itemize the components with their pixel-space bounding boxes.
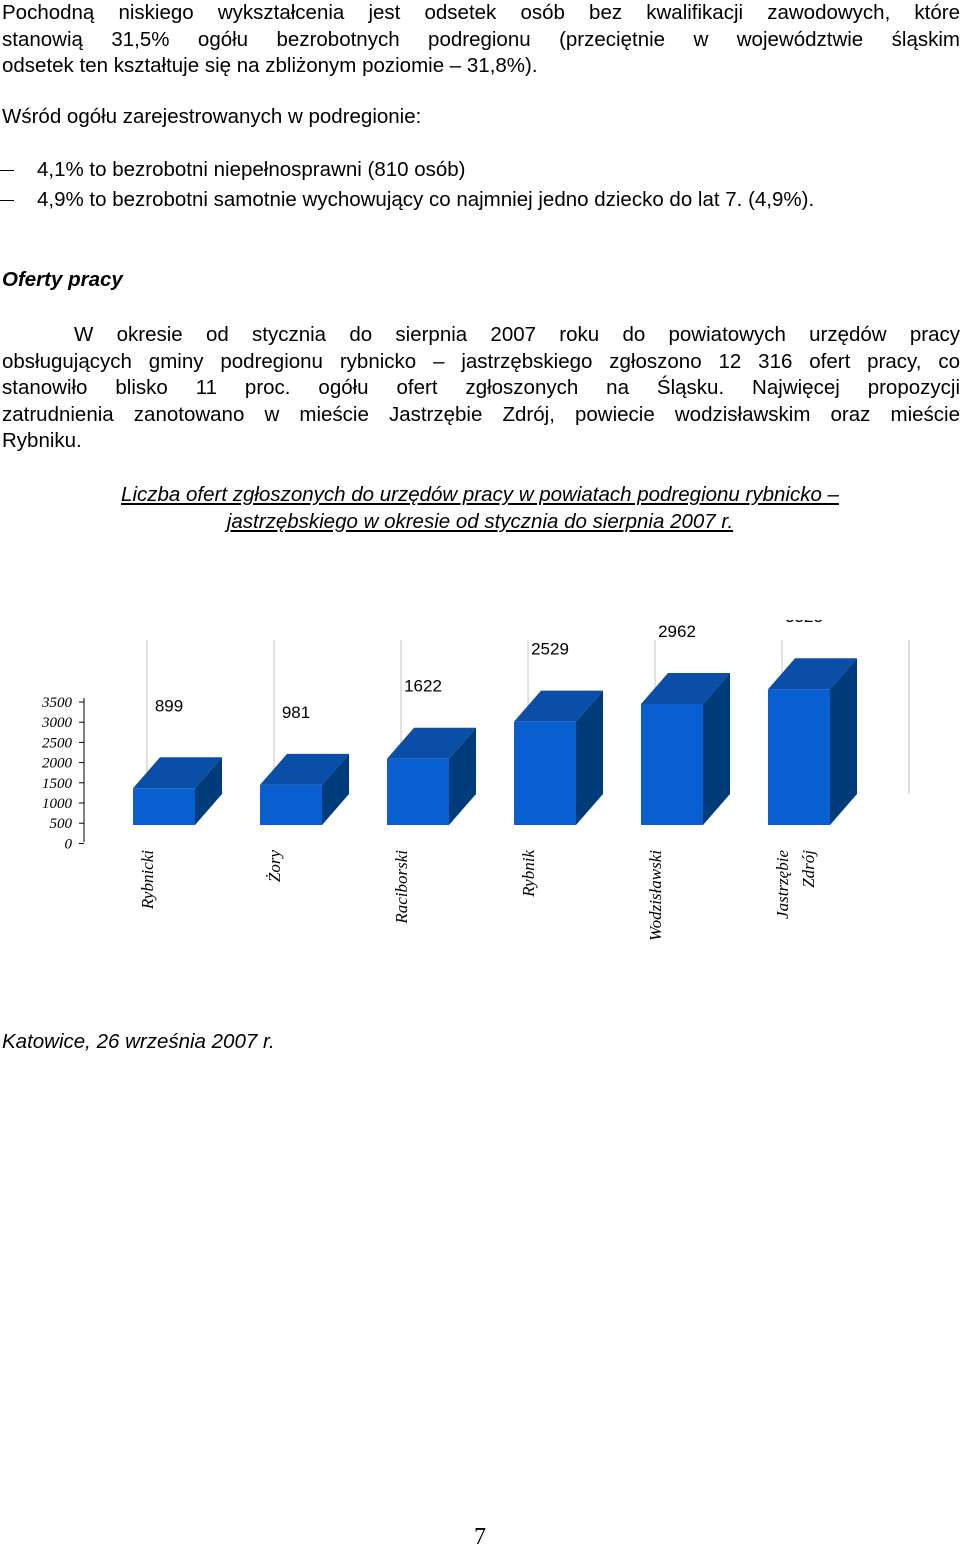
y-tick-label: 3000 [41,715,73,731]
bar-side [830,658,857,825]
bar-top [260,753,349,785]
dash-marker [0,200,14,201]
x-tick-label: Rybnicki [138,850,157,910]
y-tick-label: 2500 [42,735,73,751]
bar-top [641,672,730,704]
x-tick-label: Rybnik [519,850,538,898]
x-tick-label: Wodzisławski [646,850,665,941]
footer-date: Katowice, 26 września 2007 r. [2,1030,275,1053]
bar-side [195,757,222,825]
intro-line-3: odsetek ten kształtuje się na zbliżonym … [2,54,538,77]
bar-top [768,658,857,690]
offers-line-2: obsługujących gminy podregionu rybnicko … [2,349,960,373]
bar-side [449,727,476,825]
bar [260,784,322,825]
x-tick-label: Żory [265,850,284,883]
chart-title: Liczba ofert zgłoszonych do urzędów prac… [40,482,920,535]
offers-line-5: Rybniku. [2,429,82,452]
intro-line-1: Pochodną niskiego wykształcenia jest ods… [2,1,960,24]
x-tick-label: Raciborski [392,850,411,925]
data-label: 2962 [658,622,696,641]
bar-top [133,757,222,789]
bar-side [322,753,349,825]
x-tick-label: Zdrój [799,850,818,888]
y-tick-label: 1000 [42,796,73,812]
y-tick-label: 1500 [42,776,73,792]
registered-intro: Wśród ogółu zarejestrowanych w podregion… [2,105,422,128]
y-tick-label: 0 [65,836,73,852]
data-label: 981 [282,703,310,722]
bar [514,721,576,825]
section-heading: Oferty pracy [2,268,123,291]
page-number: 7 [474,1524,486,1550]
offers-line-4: zatrudnienia zanotowano w mieście Jastrz… [2,402,960,426]
x-tick-label: Jastrzębie [773,850,792,919]
offers-paragraph: W okresie od stycznia do sierpnia 2007 r… [2,322,960,455]
bar [768,689,830,825]
dash-marker [0,170,14,171]
bullet-text-1: 4,1% to bezrobotni niepełnosprawni (810 … [37,158,466,181]
intro-line-2: stanowią 31,5% ogółu bezrobotnych podreg… [2,27,960,51]
bar [641,703,703,825]
bullet-text-2: 4,9% to bezrobotni samotnie wychowujący … [37,188,815,211]
offers-bar-chart: 3500 3000 2500 2000 1500 1000 500 0 899 Rybnicki 9… [41,620,910,941]
offers-line-1: W okresie od stycznia do sierpnia 2007 r… [74,323,960,346]
y-tick-label: 2000 [42,756,73,772]
bar [387,758,449,825]
bar-top [387,727,476,759]
data-label: 899 [155,696,183,715]
intro-paragraph: Pochodną niskiego wykształcenia jest ods… [2,0,960,80]
y-tick-label: 500 [50,816,73,832]
bar-top [514,690,603,722]
data-label: 3323 [785,620,823,626]
chart-title-line-1: Liczba ofert zgłoszonych do urzędów prac… [121,483,839,506]
chart-title-line-2: jastrzębskiego w okresie od stycznia do … [226,509,734,533]
bar [133,788,195,825]
data-label: 2529 [531,640,569,659]
bar-side [576,690,603,825]
bar-side [703,672,730,825]
offers-line-3: stanowiło blisko 11 proc. ogółu ofert zg… [2,376,960,399]
y-tick-label: 3500 [41,695,73,711]
data-label: 1622 [404,677,442,696]
